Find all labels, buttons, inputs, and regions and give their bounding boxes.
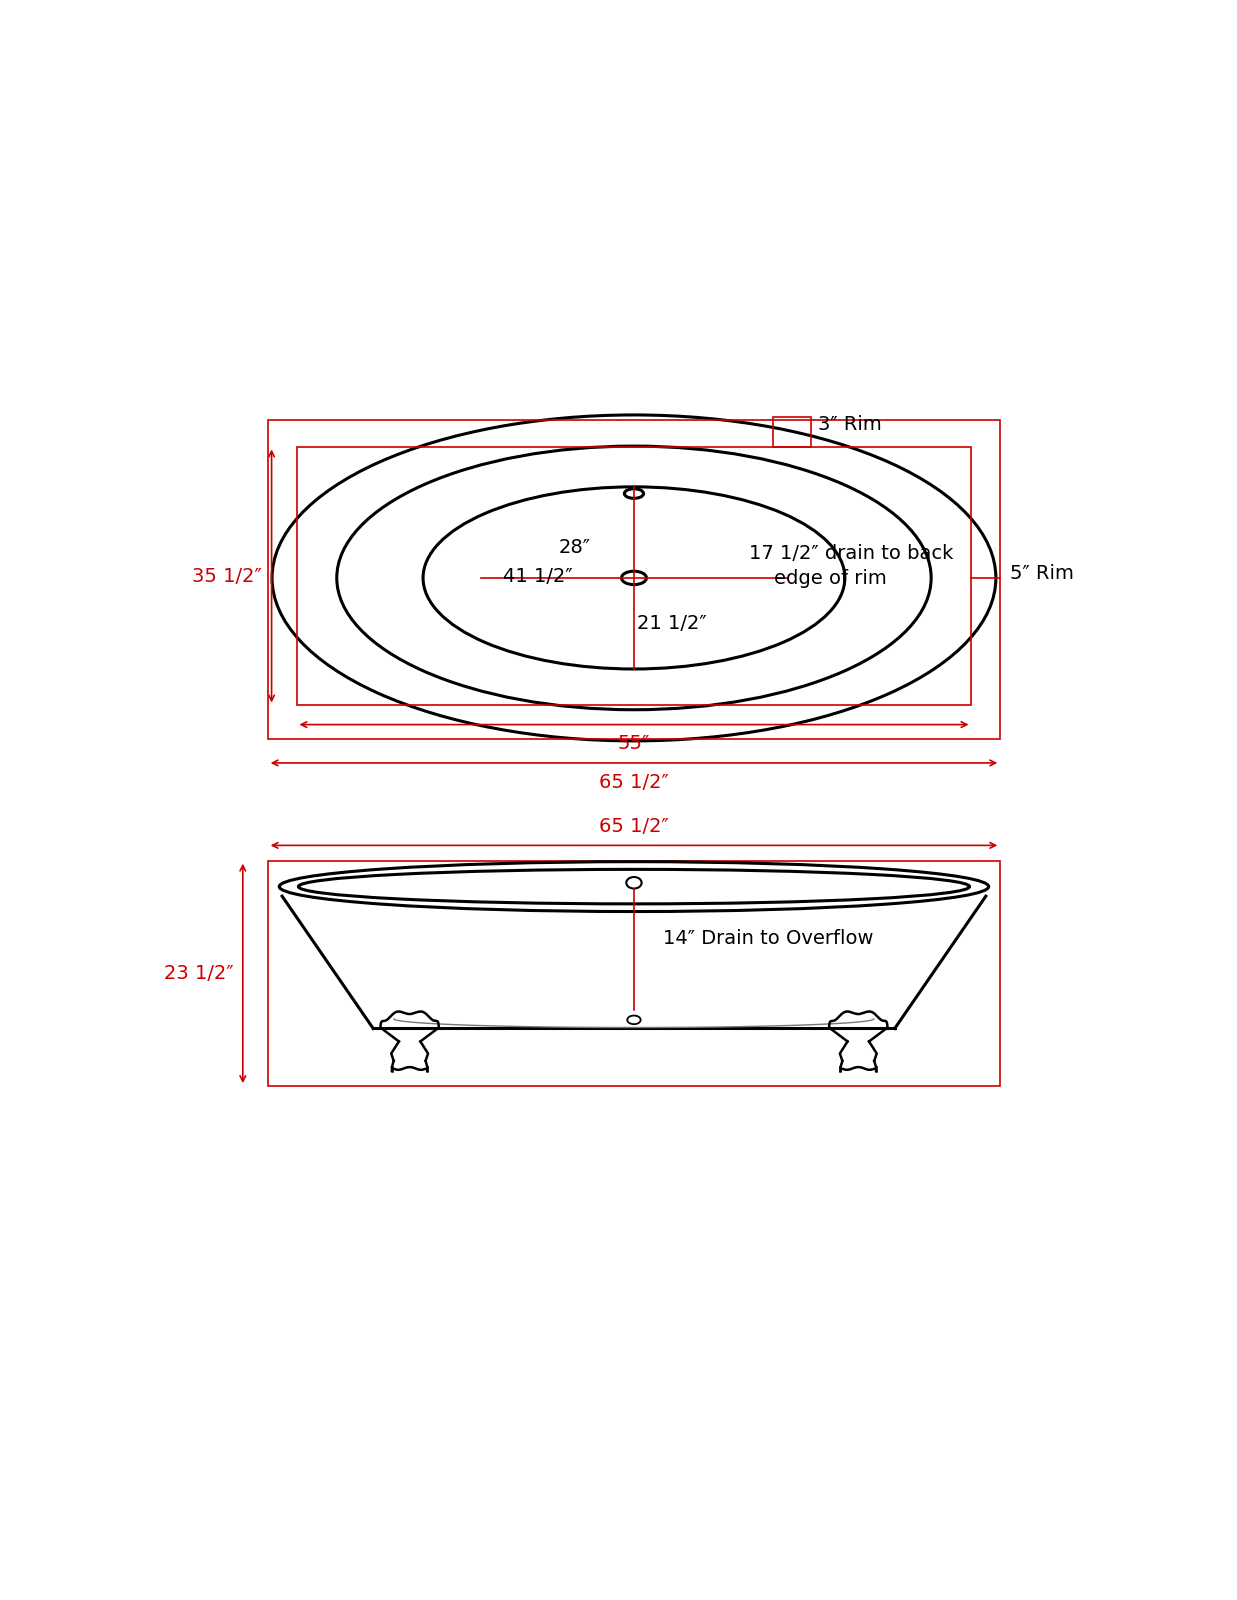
Ellipse shape	[280, 862, 988, 912]
Bar	[773, 418, 811, 446]
Text: 28″: 28″	[559, 538, 590, 557]
Text: 5″ Rim: 5″ Rim	[1009, 563, 1074, 582]
Bar	[267, 419, 1001, 739]
Text: 55″: 55″	[617, 734, 651, 754]
Text: 65 1/2″: 65 1/2″	[599, 773, 669, 792]
Bar	[297, 446, 971, 706]
Bar	[267, 861, 1001, 1086]
Text: 41 1/2″: 41 1/2″	[503, 566, 573, 586]
Text: 3″ Rim: 3″ Rim	[818, 414, 882, 434]
Text: 23 1/2″: 23 1/2″	[163, 963, 234, 982]
Ellipse shape	[626, 877, 642, 888]
Text: 65 1/2″: 65 1/2″	[599, 818, 669, 835]
Text: 14″ Drain to Overflow: 14″ Drain to Overflow	[663, 930, 873, 949]
Text: 21 1/2″: 21 1/2″	[637, 614, 708, 634]
Text: 17 1/2″ drain to back
    edge of rim: 17 1/2″ drain to back edge of rim	[748, 544, 954, 589]
Text: 35 1/2″: 35 1/2″	[192, 566, 262, 586]
